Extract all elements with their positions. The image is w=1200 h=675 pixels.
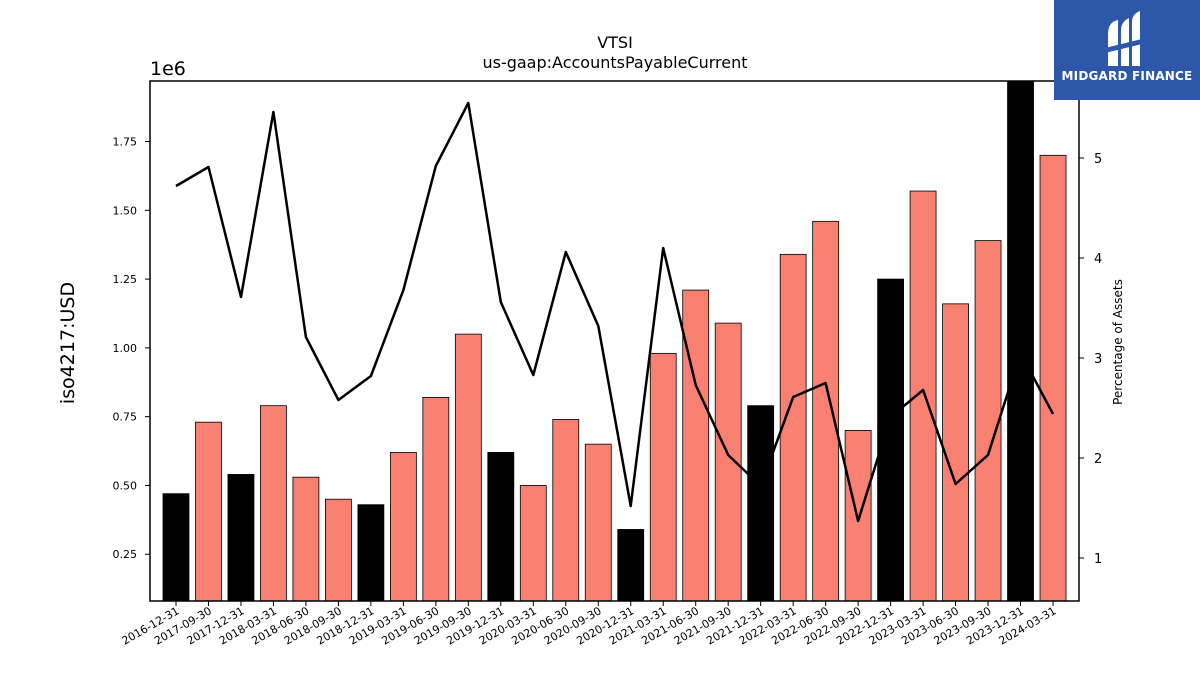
- y2-tick-label: 5: [1094, 152, 1102, 167]
- bar-2022-12-31: [877, 278, 904, 602]
- bar-2020-03-31: [519, 485, 547, 602]
- y2-tick-label: 4: [1094, 252, 1102, 267]
- x-axis-ticks: 2016-12-312017-09-302017-12-312018-03-31…: [120, 601, 1059, 648]
- bar-2018-06-30: [292, 476, 320, 602]
- y-tick-label: 0.75: [113, 411, 138, 424]
- bar-2023-06-30: [942, 303, 969, 602]
- bar-2021-03-31: [649, 352, 677, 602]
- bar-2023-12-31: [1007, 80, 1034, 602]
- bar-2018-12-31: [357, 504, 385, 602]
- y2-axis-ticks: 1 2 3 4 5: [1079, 152, 1102, 567]
- bar-2019-12-31: [487, 452, 515, 602]
- bar-2019-09-30: [454, 333, 482, 602]
- y2-tick-label: 1: [1094, 552, 1102, 567]
- bar-2019-03-31: [389, 452, 417, 602]
- bar-2021-06-30: [682, 289, 710, 602]
- bar-2019-06-30: [422, 397, 450, 602]
- bar-2016-12-31: [162, 493, 190, 602]
- y2-axis-label: Percentage of Assets: [1111, 279, 1125, 405]
- y-axis-label: iso4217:USD: [57, 282, 79, 404]
- bar-2017-12-31: [227, 474, 255, 602]
- y-axis-ticks: 0.25 0.50 0.75 1.00 1.25 1.50 1.75: [113, 136, 150, 561]
- bar-2022-06-30: [812, 220, 840, 602]
- bar-2020-09-30: [584, 443, 612, 602]
- y2-tick-label: 2: [1094, 452, 1102, 467]
- bar-2022-03-31: [779, 253, 807, 602]
- logo-text: MIDGARD FINANCE: [1061, 69, 1193, 83]
- bar-2023-09-30: [974, 240, 1002, 602]
- bar-2024-03-31: [1039, 154, 1067, 602]
- bar-2018-03-31: [260, 405, 287, 602]
- y-tick-label: 1.00: [113, 342, 138, 355]
- y-tick-label: 0.25: [113, 548, 138, 561]
- bar-2020-12-31: [617, 529, 645, 602]
- y-tick-label: 1.25: [113, 273, 138, 286]
- y-tick-label: 1.50: [113, 204, 138, 217]
- y-tick-label: 1.75: [113, 136, 138, 149]
- midgard-finance-logo: MIDGARD FINANCE: [1054, 0, 1200, 100]
- y-tick-label: 0.50: [113, 479, 138, 492]
- plot-frame: [149, 80, 1080, 602]
- bar-2021-12-31: [747, 405, 775, 602]
- bar-2020-06-30: [552, 419, 580, 602]
- bar-2017-09-30: [195, 421, 222, 602]
- y-offset-label: 1e6: [150, 58, 186, 80]
- chart-title: VTSI: [597, 33, 633, 52]
- percentage-line-series: [175, 101, 1055, 523]
- chart-subtitle: us-gaap:AccountsPayableCurrent: [482, 53, 747, 72]
- bar-series: [162, 80, 1067, 602]
- bar-2018-09-30: [325, 498, 352, 602]
- y2-tick-label: 3: [1094, 352, 1102, 367]
- percentage-of-assets-line: [175, 101, 1055, 523]
- midgard-logo-icon: [1105, 11, 1146, 66]
